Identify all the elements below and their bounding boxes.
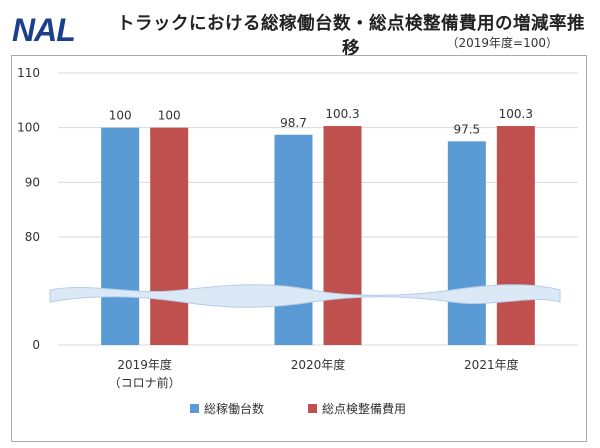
- y-tick-label: 110: [17, 66, 40, 80]
- legend-label-2: 総点検整備費用: [322, 401, 406, 416]
- legend-swatch-1: [190, 404, 199, 413]
- nal-logo: NAL: [12, 12, 76, 46]
- x-tick-label: （コロナ前）: [109, 375, 181, 390]
- bar-2-1: [150, 127, 189, 346]
- y-tick-label: 100: [17, 121, 40, 135]
- chart-subtitle: （2019年度=100）: [446, 36, 559, 50]
- x-tick-label: 2020年度: [291, 357, 346, 372]
- bar-1-1: [101, 127, 140, 346]
- y-tick-label: 90: [25, 175, 40, 189]
- bar-2-3: [496, 126, 535, 345]
- data-label: 98.7: [280, 116, 307, 130]
- axis-break-wave: [49, 284, 561, 308]
- x-tick-label: 2019年度: [117, 357, 172, 372]
- legend-swatch-2: [308, 404, 317, 413]
- y-tick-label: 80: [25, 230, 40, 244]
- chart-title: トラックにおける総稼働台数・総点検整備費用の増減率推移: [117, 14, 585, 59]
- svg-text:NAL: NAL: [12, 12, 75, 46]
- bar-2-2: [323, 126, 362, 345]
- bar-1-2: [274, 134, 313, 345]
- legend-label-1: 総稼働台数: [204, 401, 264, 416]
- data-label: 100.3: [325, 107, 359, 121]
- data-label: 100: [109, 109, 132, 123]
- data-label: 100.3: [499, 107, 533, 121]
- bar-1-3: [447, 141, 486, 345]
- data-label: 97.5: [453, 122, 480, 136]
- data-label: 100: [158, 109, 181, 123]
- x-tick-label: 2021年度: [464, 357, 519, 372]
- bar-chart: 0 80 90 100 110 100 100 2019年度 （コロナ前） 98.7 100.3 20…: [17, 66, 578, 416]
- chart-frame: 0 80 90 100 110 100 100 2019年度 （コロナ前） 98.7 100.3 20…: [11, 55, 587, 442]
- y-tick-label: 0: [32, 338, 40, 352]
